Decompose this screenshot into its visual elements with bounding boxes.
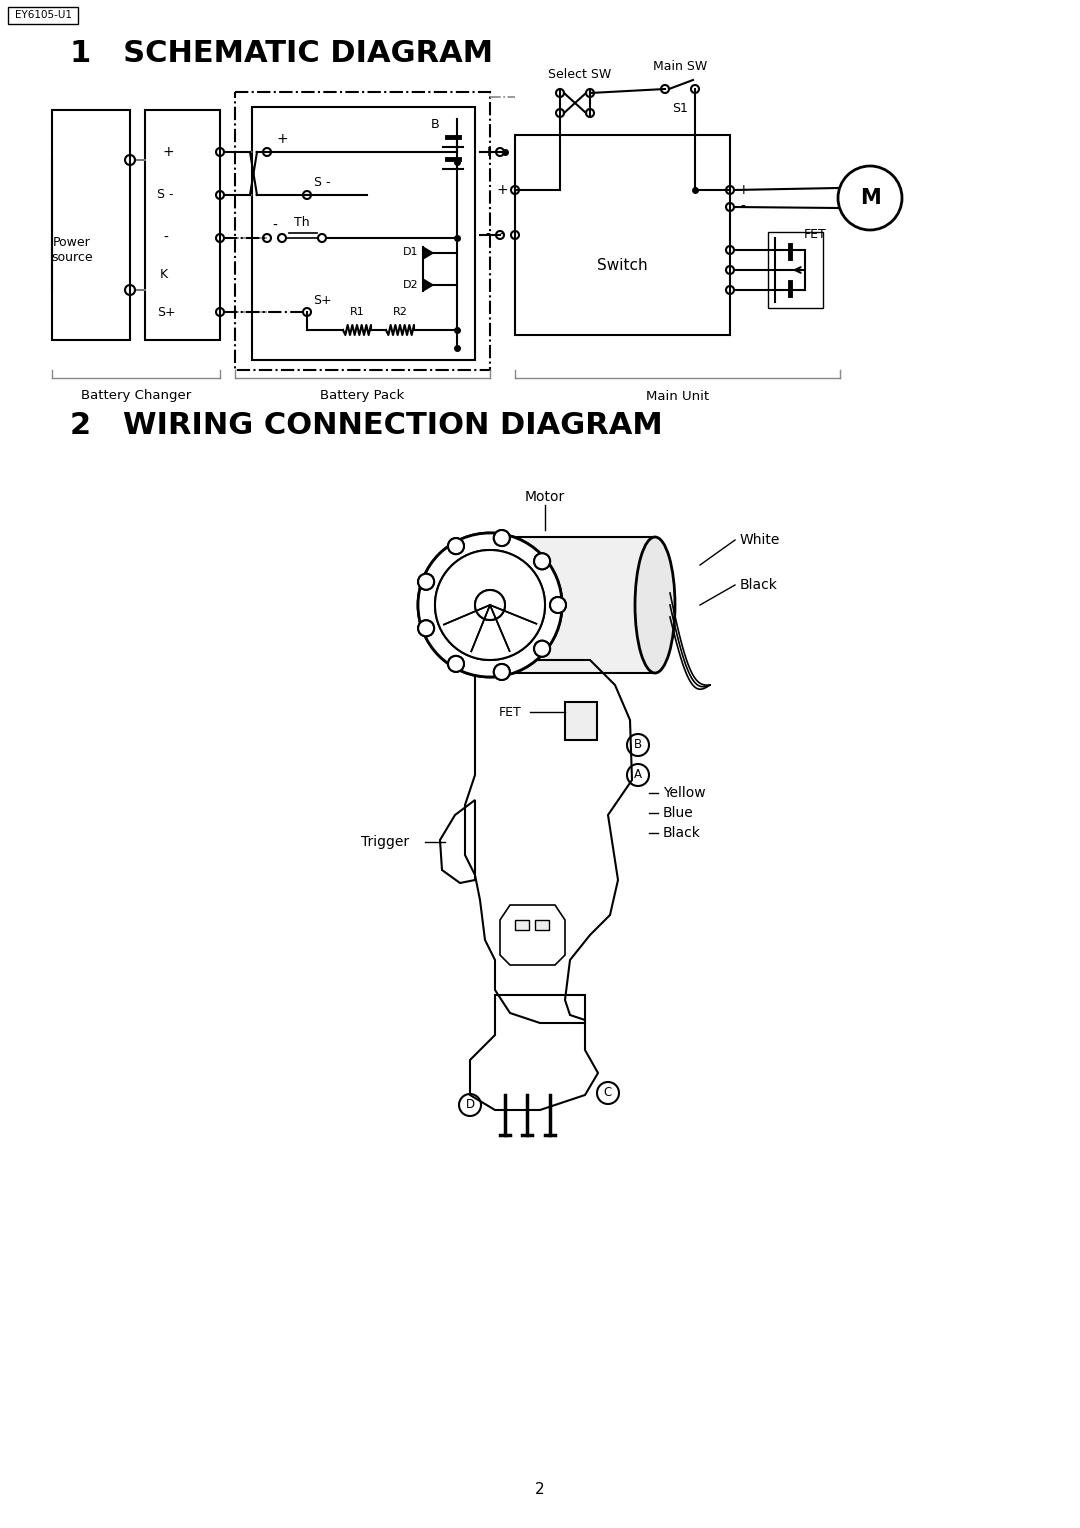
Text: 2   WIRING CONNECTION DIAGRAM: 2 WIRING CONNECTION DIAGRAM xyxy=(70,411,663,440)
Circle shape xyxy=(418,573,434,590)
Circle shape xyxy=(535,553,550,570)
Polygon shape xyxy=(423,280,433,290)
Text: D: D xyxy=(465,1099,474,1111)
Bar xyxy=(235,92,490,370)
Circle shape xyxy=(475,590,505,620)
Text: Black: Black xyxy=(663,827,701,840)
Text: D1: D1 xyxy=(403,248,418,257)
Text: C: C xyxy=(604,1086,612,1100)
Circle shape xyxy=(494,530,510,545)
Bar xyxy=(252,107,475,361)
Text: S+: S+ xyxy=(157,306,176,318)
Text: B: B xyxy=(634,738,643,752)
Circle shape xyxy=(418,573,434,590)
Bar xyxy=(145,110,220,341)
Text: Power
source: Power source xyxy=(51,235,93,264)
Text: K: K xyxy=(160,269,168,281)
Text: R1: R1 xyxy=(350,307,364,316)
Circle shape xyxy=(550,597,566,613)
Circle shape xyxy=(494,665,510,680)
Text: Blue: Blue xyxy=(663,805,693,821)
Circle shape xyxy=(475,590,505,620)
Text: -: - xyxy=(500,228,504,241)
Bar xyxy=(515,920,529,931)
Text: FET: FET xyxy=(804,229,826,241)
Text: 1   SCHEMATIC DIAGRAM: 1 SCHEMATIC DIAGRAM xyxy=(70,38,494,67)
Text: M: M xyxy=(860,188,880,208)
Circle shape xyxy=(418,620,434,636)
Text: S -: S - xyxy=(314,177,330,189)
Text: EY6105-U1: EY6105-U1 xyxy=(14,11,71,20)
Bar xyxy=(565,701,597,740)
Text: S -: S - xyxy=(157,188,174,202)
Circle shape xyxy=(435,550,545,660)
Circle shape xyxy=(535,553,550,570)
Text: Select SW: Select SW xyxy=(549,69,611,81)
Text: S1: S1 xyxy=(672,102,688,116)
Text: R2: R2 xyxy=(392,307,407,316)
Text: -: - xyxy=(741,200,745,214)
Text: Trigger: Trigger xyxy=(361,834,409,850)
Polygon shape xyxy=(423,248,433,260)
Text: S+: S+ xyxy=(313,293,332,307)
Circle shape xyxy=(550,597,566,613)
Text: Motor: Motor xyxy=(525,490,565,504)
Text: +: + xyxy=(738,183,748,197)
Bar xyxy=(535,920,549,931)
Bar xyxy=(52,110,130,341)
Circle shape xyxy=(418,533,562,677)
Circle shape xyxy=(418,620,434,636)
Circle shape xyxy=(494,665,510,680)
Text: Main Unit: Main Unit xyxy=(646,390,710,402)
Text: Black: Black xyxy=(740,578,778,591)
Circle shape xyxy=(418,533,562,677)
Text: D2: D2 xyxy=(403,280,418,290)
Text: 2: 2 xyxy=(536,1482,544,1497)
Circle shape xyxy=(535,640,550,657)
Text: -: - xyxy=(163,231,167,244)
Text: -: - xyxy=(486,228,490,241)
Text: -: - xyxy=(272,219,278,232)
Text: +: + xyxy=(496,183,508,197)
Text: FET: FET xyxy=(499,706,522,718)
Bar xyxy=(495,536,654,672)
Text: Yellow: Yellow xyxy=(663,785,705,801)
Text: Switch: Switch xyxy=(597,258,648,272)
Bar xyxy=(515,134,730,335)
Bar xyxy=(8,8,78,24)
Circle shape xyxy=(448,538,464,555)
Bar xyxy=(768,232,823,309)
Text: Th: Th xyxy=(294,217,310,229)
Text: B: B xyxy=(431,119,440,131)
Circle shape xyxy=(535,640,550,657)
Circle shape xyxy=(448,656,464,672)
Circle shape xyxy=(448,538,464,555)
Text: +: + xyxy=(276,131,287,147)
Circle shape xyxy=(494,530,510,545)
Circle shape xyxy=(448,656,464,672)
Text: +: + xyxy=(482,145,494,159)
Text: Main SW: Main SW xyxy=(653,61,707,73)
Circle shape xyxy=(435,550,545,660)
Text: Battery Changer: Battery Changer xyxy=(81,390,191,402)
Text: Battery Pack: Battery Pack xyxy=(321,390,405,402)
Text: White: White xyxy=(740,533,781,547)
Ellipse shape xyxy=(635,536,675,672)
Text: A: A xyxy=(634,769,642,781)
Text: +: + xyxy=(163,145,175,159)
